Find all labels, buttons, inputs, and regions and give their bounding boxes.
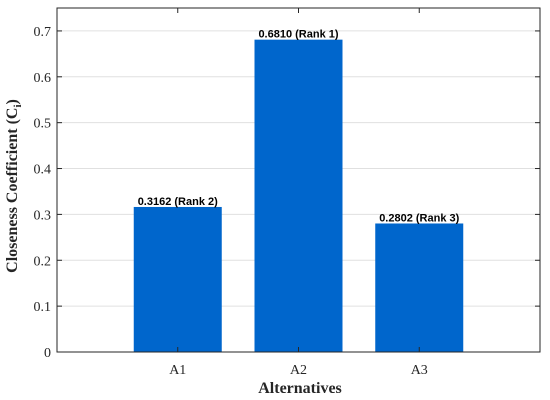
x-axis-title: Alternatives [258,380,342,397]
axes [56,7,541,353]
plot-frame [56,7,541,353]
bar-A2 [254,39,343,352]
y-axis-title: Closeness Coefficient (Ci) [4,99,24,273]
y-tick-label: 0.4 [34,163,52,178]
x-tick-label-A3: A3 [411,363,428,378]
y-tick-label: 0.2 [34,254,52,269]
y-axis-title-close: ) [4,99,21,104]
y-tick-label: 0.3 [34,208,52,223]
data-label-A1: 0.3162 (Rank 2) [138,196,218,208]
bar-A1 [133,206,222,352]
y-tick-label: 0.5 [34,117,52,132]
x-tick-label-A1: A1 [169,363,186,378]
y-tick-label: 0.7 [34,25,52,40]
y-axis-title-main: Closeness Coefficient (C [4,108,21,273]
x-tick-label-A2: A2 [290,363,307,378]
y-axis-title-subscript: i [12,104,24,107]
x-tick-labels: A1 A2 A3 [169,363,428,378]
bar-A3 [375,223,464,352]
y-tick-label: 0 [44,346,51,361]
data-labels: 0.3162 (Rank 2) 0.6810 (Rank 1) 0.2802 (Ra… [138,29,460,225]
data-label-A3: 0.2802 (Rank 3) [379,212,459,224]
bars [133,39,464,352]
y-tick-labels: 0 0.1 0.2 0.3 0.4 0.5 0.6 0.7 [34,25,52,361]
y-tick-label: 0.1 [34,300,52,315]
data-label-A2: 0.6810 (Rank 1) [258,29,338,41]
y-tick-label: 0.6 [34,71,52,86]
